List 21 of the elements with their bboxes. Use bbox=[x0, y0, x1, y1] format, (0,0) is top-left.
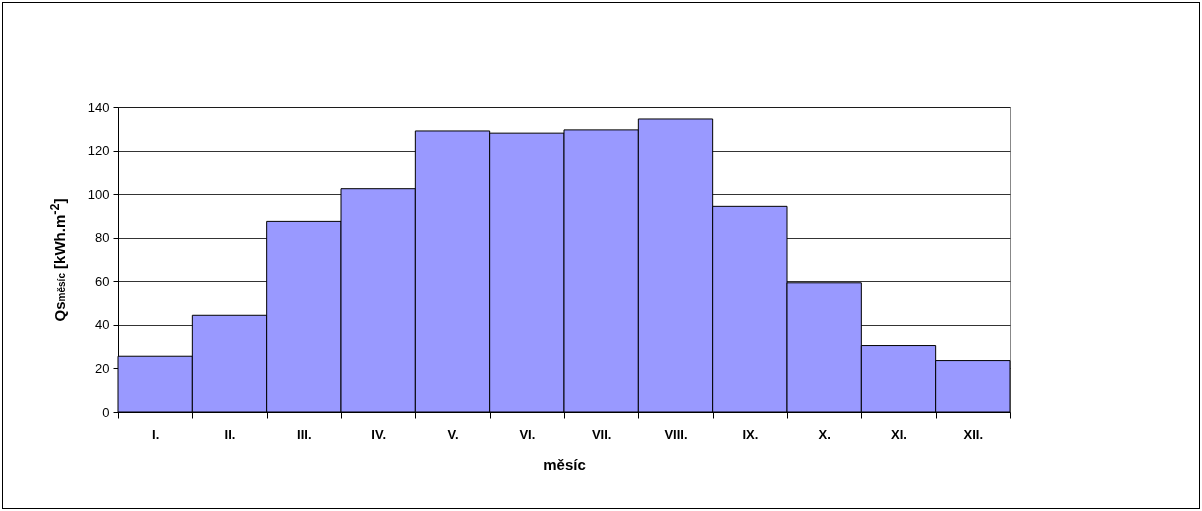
y-tick-label: 20 bbox=[95, 360, 110, 376]
x-tick-label: XI. bbox=[891, 426, 907, 442]
y-tick-label: 120 bbox=[87, 143, 110, 159]
x-tick-label: I. bbox=[152, 426, 160, 442]
x-tick-label: XII. bbox=[963, 426, 984, 442]
x-tick-label: VIII. bbox=[664, 426, 688, 442]
x-tick-label: X. bbox=[818, 426, 831, 442]
x-tick-label: VII. bbox=[591, 426, 612, 442]
y-tick-label: 140 bbox=[87, 99, 110, 115]
y-tick-label: 40 bbox=[95, 317, 110, 333]
y-tick-label: 60 bbox=[95, 273, 110, 289]
y-tick-label: 80 bbox=[95, 230, 110, 246]
y-tick-label: 0 bbox=[102, 404, 110, 420]
x-axis-title: měsíc bbox=[543, 455, 586, 473]
x-tick-label: IV. bbox=[371, 426, 387, 442]
x-tick-label: III. bbox=[297, 426, 312, 442]
x-tick-label: VI. bbox=[519, 426, 536, 442]
x-tick-label: II. bbox=[224, 426, 236, 442]
x-tick-label: IX. bbox=[742, 426, 759, 442]
y-tick-label: 100 bbox=[87, 186, 110, 202]
x-tick-label: V. bbox=[447, 426, 459, 442]
